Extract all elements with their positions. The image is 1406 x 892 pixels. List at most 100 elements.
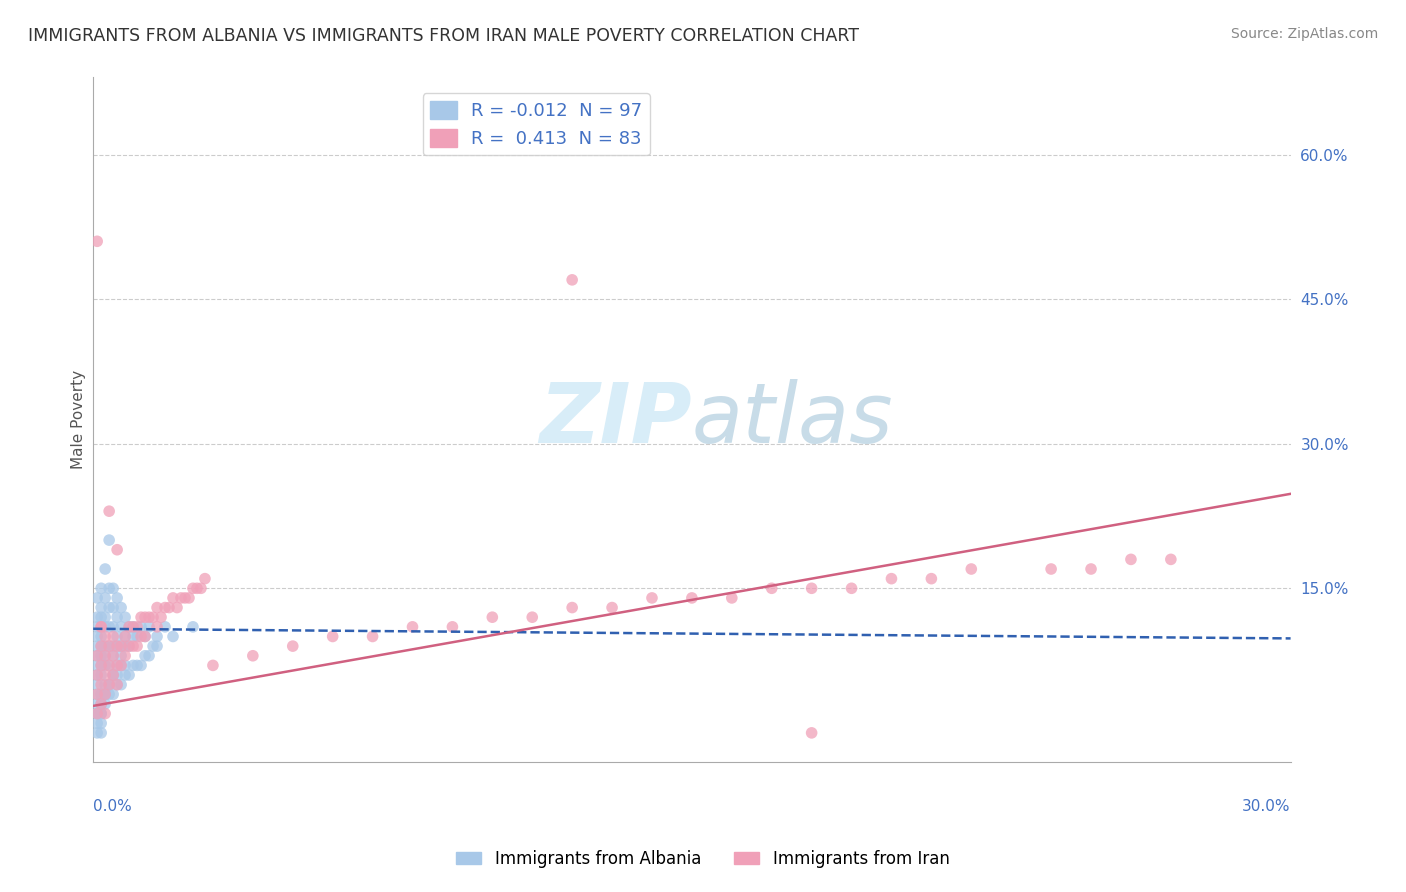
Point xyxy=(920,572,942,586)
Point xyxy=(800,582,823,596)
Point xyxy=(90,716,112,731)
Legend: R = -0.012  N = 97, R =  0.413  N = 83: R = -0.012 N = 97, R = 0.413 N = 83 xyxy=(423,94,650,155)
Point xyxy=(146,630,169,644)
Point xyxy=(86,726,108,740)
Point xyxy=(90,630,112,644)
Point xyxy=(98,620,121,634)
Point xyxy=(101,582,124,596)
Point xyxy=(105,639,128,653)
Legend: Immigrants from Albania, Immigrants from Iran: Immigrants from Albania, Immigrants from… xyxy=(450,844,956,875)
Point xyxy=(481,610,503,624)
Point xyxy=(101,687,124,701)
Text: 0.0%: 0.0% xyxy=(93,799,132,814)
Point xyxy=(122,658,145,673)
Point xyxy=(94,697,117,711)
Point xyxy=(86,706,108,721)
Point xyxy=(98,678,121,692)
Point xyxy=(94,648,117,663)
Point xyxy=(94,630,117,644)
Point xyxy=(90,678,112,692)
Point xyxy=(641,591,664,605)
Point xyxy=(522,610,544,624)
Point xyxy=(101,639,124,653)
Text: IMMIGRANTS FROM ALBANIA VS IMMIGRANTS FROM IRAN MALE POVERTY CORRELATION CHART: IMMIGRANTS FROM ALBANIA VS IMMIGRANTS FR… xyxy=(28,27,859,45)
Point xyxy=(166,600,188,615)
Point xyxy=(122,639,145,653)
Point xyxy=(105,678,128,692)
Point xyxy=(90,620,112,634)
Point xyxy=(129,620,152,634)
Point xyxy=(86,687,108,701)
Point xyxy=(841,582,863,596)
Point xyxy=(86,697,108,711)
Point xyxy=(114,668,136,682)
Point xyxy=(134,630,156,644)
Point xyxy=(94,706,117,721)
Point xyxy=(114,630,136,644)
Point xyxy=(101,668,124,682)
Point xyxy=(98,658,121,673)
Point xyxy=(122,620,145,634)
Point xyxy=(98,582,121,596)
Point xyxy=(105,658,128,673)
Point xyxy=(681,591,703,605)
Point xyxy=(90,687,112,701)
Point xyxy=(98,639,121,653)
Point xyxy=(90,726,112,740)
Point xyxy=(90,639,112,653)
Point xyxy=(127,630,149,644)
Point xyxy=(118,668,141,682)
Point xyxy=(153,600,176,615)
Point xyxy=(94,639,117,653)
Point xyxy=(86,668,108,682)
Point xyxy=(94,620,117,634)
Point xyxy=(90,697,112,711)
Point xyxy=(138,610,160,624)
Point xyxy=(761,582,783,596)
Point xyxy=(110,658,132,673)
Point xyxy=(90,639,112,653)
Point xyxy=(105,658,128,673)
Point xyxy=(880,572,903,586)
Point xyxy=(146,639,169,653)
Y-axis label: Male Poverty: Male Poverty xyxy=(72,370,86,469)
Point xyxy=(94,668,117,682)
Point xyxy=(101,620,124,634)
Point xyxy=(190,582,212,596)
Point xyxy=(194,572,217,586)
Point xyxy=(361,630,384,644)
Point xyxy=(110,678,132,692)
Point xyxy=(561,273,583,287)
Point xyxy=(98,533,121,547)
Point xyxy=(322,630,344,644)
Point xyxy=(86,668,108,682)
Point xyxy=(101,668,124,682)
Point xyxy=(800,726,823,740)
Point xyxy=(281,639,304,653)
Point xyxy=(86,706,108,721)
Point xyxy=(110,648,132,663)
Point xyxy=(86,639,108,653)
Point xyxy=(90,687,112,701)
Point xyxy=(1160,552,1182,566)
Point xyxy=(90,658,112,673)
Point xyxy=(127,639,149,653)
Point xyxy=(98,687,121,701)
Point xyxy=(118,620,141,634)
Point xyxy=(129,610,152,624)
Point xyxy=(174,591,197,605)
Point xyxy=(242,648,264,663)
Point xyxy=(138,648,160,663)
Point xyxy=(1080,562,1102,576)
Point xyxy=(98,678,121,692)
Point xyxy=(146,600,169,615)
Point xyxy=(90,697,112,711)
Point xyxy=(94,658,117,673)
Point xyxy=(94,591,117,605)
Text: atlas: atlas xyxy=(692,379,894,460)
Point xyxy=(153,620,176,634)
Point xyxy=(146,620,169,634)
Point xyxy=(127,620,149,634)
Point xyxy=(441,620,464,634)
Point xyxy=(142,610,165,624)
